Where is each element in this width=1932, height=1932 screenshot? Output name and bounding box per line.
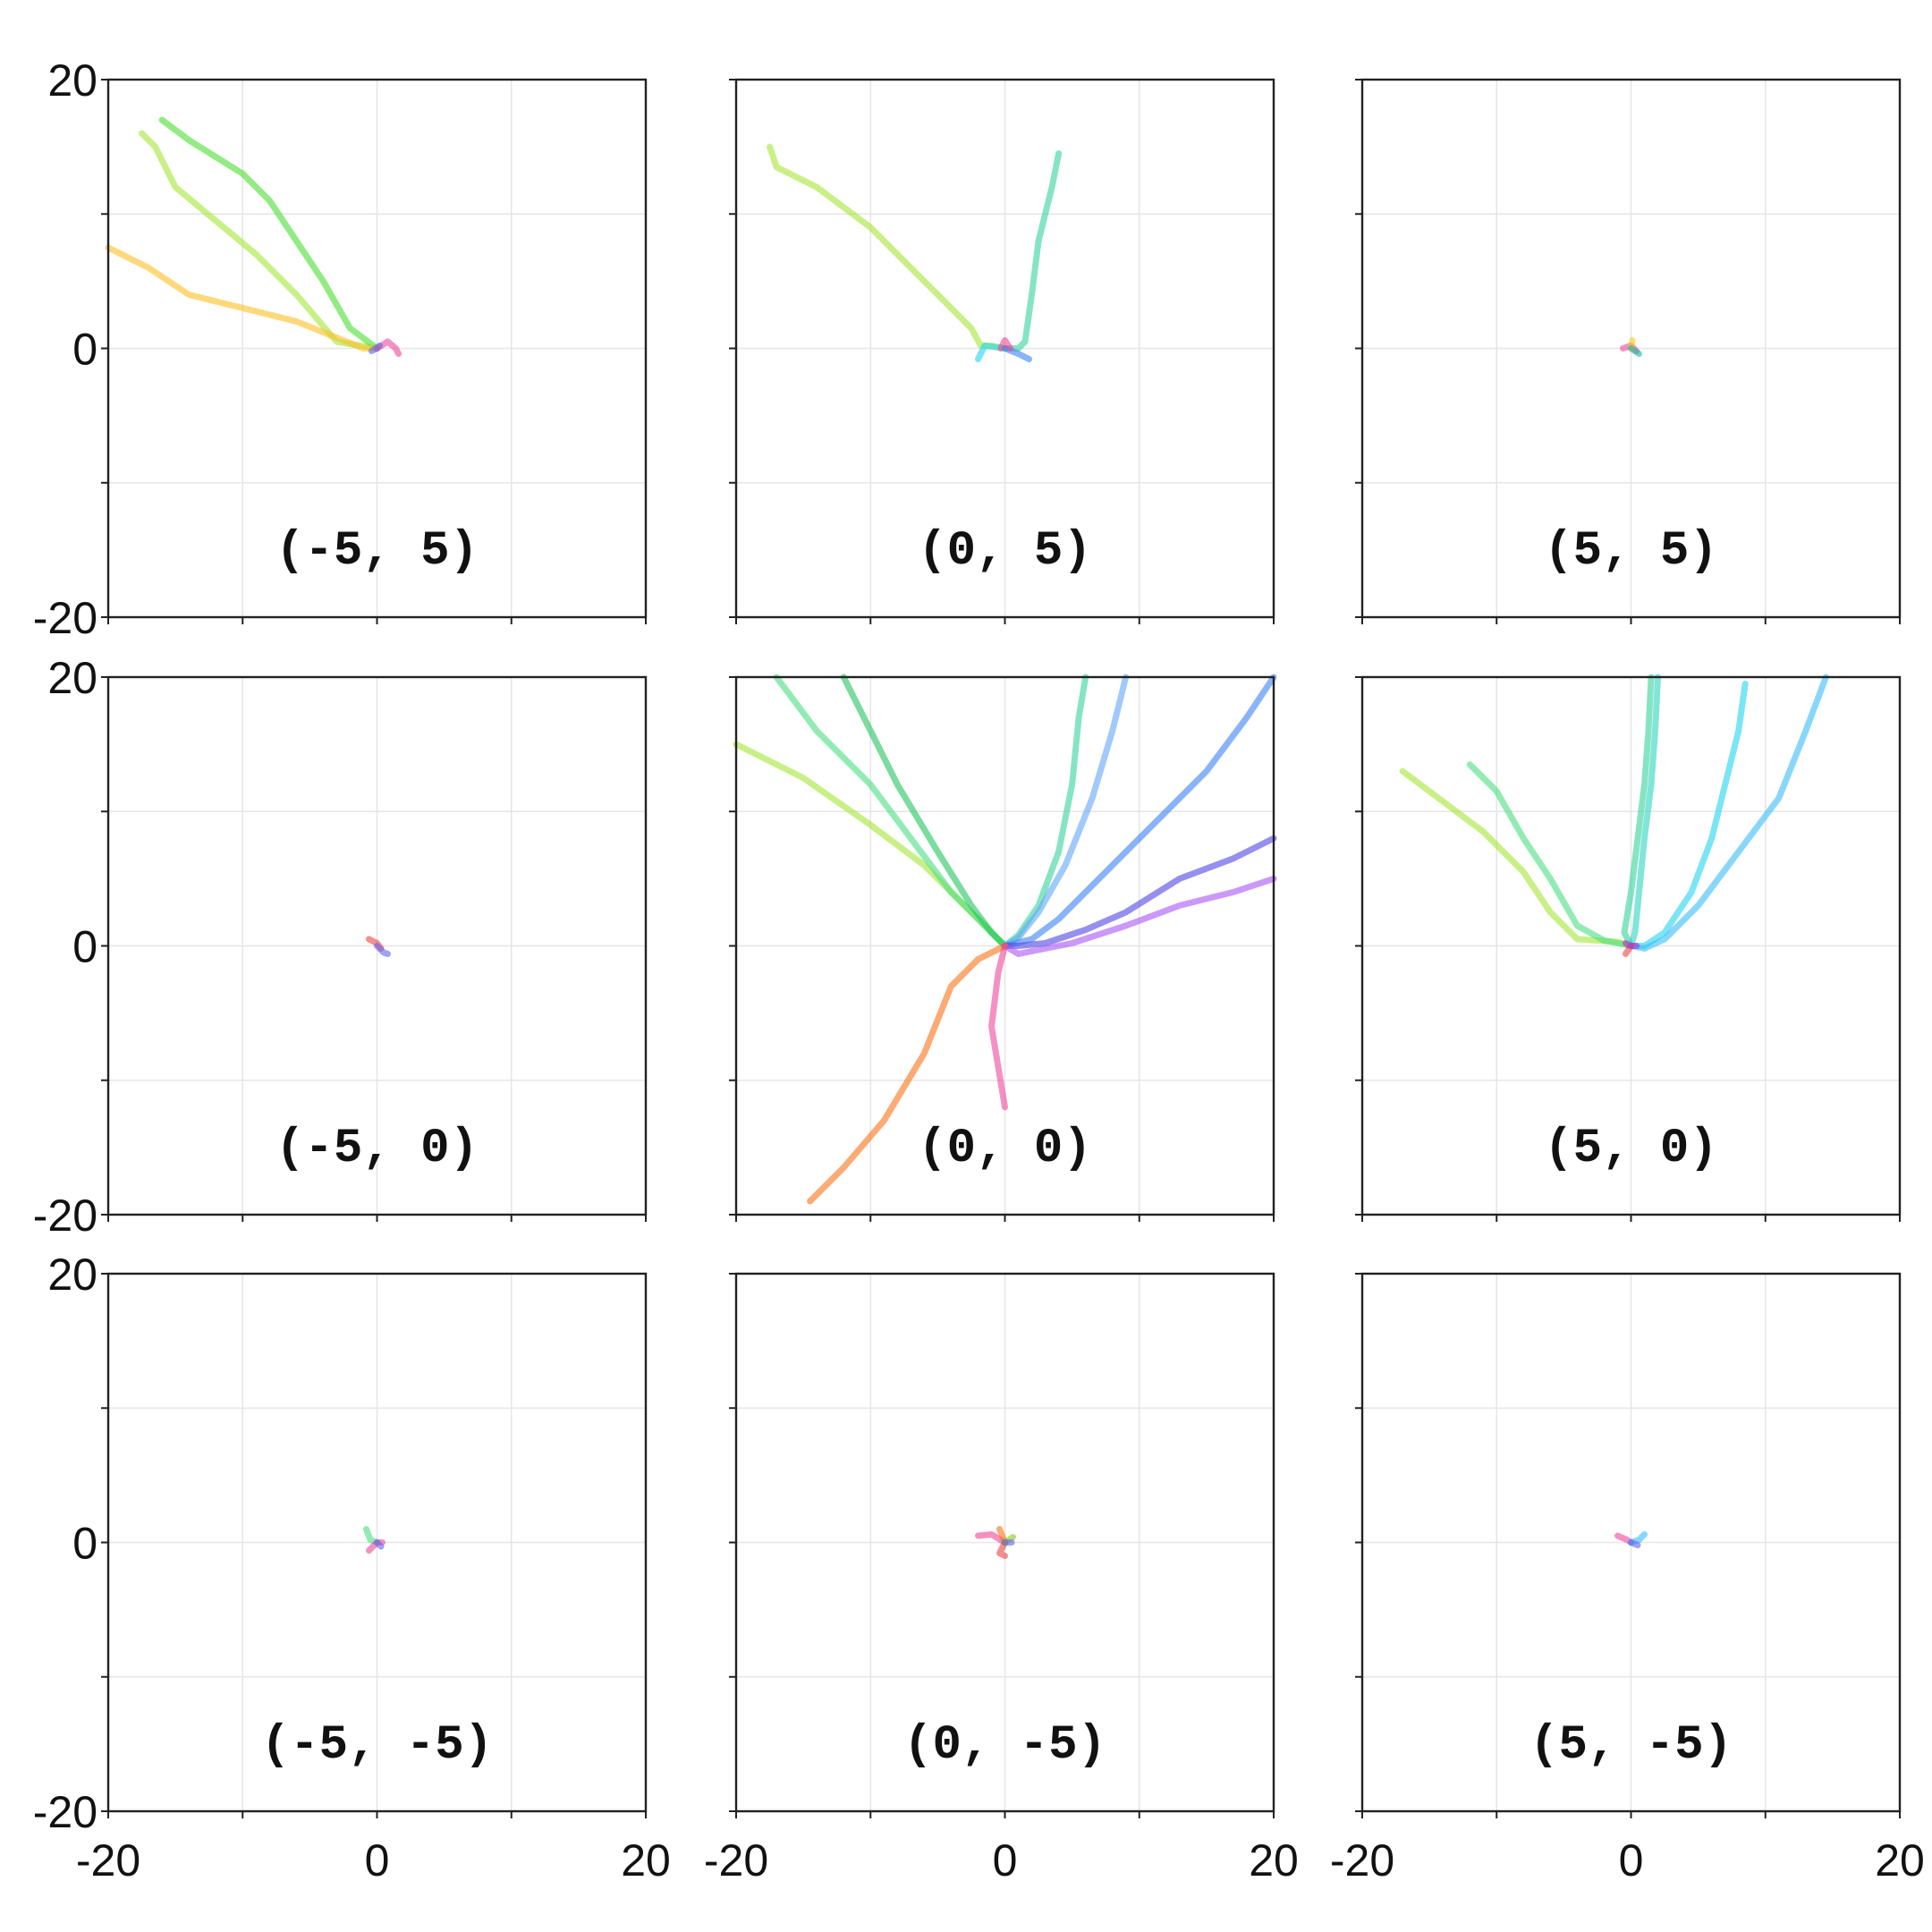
trajectory-line (988, 943, 1008, 1111)
y-tick-label: 20 (47, 653, 97, 703)
x-tick-label: 20 (1249, 1835, 1299, 1885)
x-tick-label: 0 (1619, 1835, 1644, 1885)
trajectory-line (1002, 150, 1063, 352)
panel-label: (0, -5) (903, 1718, 1106, 1773)
trajectory-line (1399, 767, 1634, 949)
trajectory-line (1623, 940, 1640, 949)
panels-layer: 20 0 -20 (-5, 5) (0, 5) (5, 5) 20 0 -20 (-5, 0) (0… (33, 55, 1925, 1885)
y-tick-label: 0 (72, 1519, 97, 1569)
panel-1: 20 0 -20 (-5, 5) (33, 55, 648, 643)
y-tick-label: 20 (47, 55, 97, 106)
y-tick-label: 20 (47, 1250, 97, 1300)
trajectory-line (1628, 674, 1661, 949)
trajectory-line (158, 116, 380, 352)
x-tick-label: -20 (76, 1835, 140, 1885)
trajectory-line (105, 244, 380, 352)
trajectory-line (374, 943, 391, 957)
x-tick-label: 0 (993, 1835, 1018, 1885)
trajectory-line (1002, 835, 1277, 949)
panel-4: 20 0 -20 (-5, 0) (33, 653, 648, 1241)
trajectory-line (369, 343, 383, 354)
panel-3: (5, 5) (1355, 78, 1902, 624)
panel-7: 20 0 -20-20 0 20 (-5, -5) (33, 1250, 671, 1885)
y-tick-label: -20 (33, 1787, 97, 1837)
panel-label: (5, 0) (1544, 1122, 1717, 1176)
trajectory-line (1628, 674, 1829, 952)
x-tick-label: 20 (621, 1835, 671, 1885)
y-tick-label: -20 (33, 1191, 97, 1241)
panel-9: -20 0 20 (5, -5) (1330, 1272, 1925, 1885)
trajectory-line (807, 943, 1008, 1205)
x-tick-label: 0 (365, 1835, 390, 1885)
panel-label: (5, 5) (1544, 524, 1717, 579)
panel-label: (-5, -5) (261, 1718, 493, 1773)
trajectory-line (1002, 674, 1130, 949)
trajectory-line (1002, 875, 1277, 957)
trajectory-line (975, 1531, 1008, 1546)
y-tick-label: 0 (72, 922, 97, 972)
trajectory-line (767, 143, 1008, 352)
panel-2: (0, 5) (729, 78, 1275, 624)
trajectory-line (1628, 345, 1642, 357)
trajectory-line (840, 674, 1008, 949)
trajectory-line (1466, 761, 1634, 949)
x-tick-label: 20 (1875, 1835, 1925, 1885)
trajectory-line (997, 337, 1013, 352)
y-tick-label: -20 (33, 593, 97, 643)
panel-8: -20 0 20 (0, -5) (704, 1272, 1299, 1885)
trajectory-line (374, 1539, 385, 1550)
trajectory-line (996, 1539, 1008, 1559)
x-tick-label: -20 (704, 1835, 768, 1885)
panel-5: (0, 0) (729, 674, 1277, 1222)
panel-6: (5, 0) (1355, 674, 1902, 1222)
panel-label: (0, 5) (918, 524, 1091, 579)
trajectory-line (1628, 1539, 1641, 1548)
x-tick-label: -20 (1330, 1835, 1394, 1885)
trajectory-line (1621, 674, 1655, 949)
y-tick-label: 0 (72, 325, 97, 375)
panel-label: (5, -5) (1530, 1718, 1733, 1773)
panel-label: (-5, 5) (275, 524, 479, 579)
trajectory-line (1002, 674, 1277, 949)
panel-label: (-5, 0) (275, 1122, 479, 1176)
panel-label: (0, 0) (918, 1122, 1091, 1176)
